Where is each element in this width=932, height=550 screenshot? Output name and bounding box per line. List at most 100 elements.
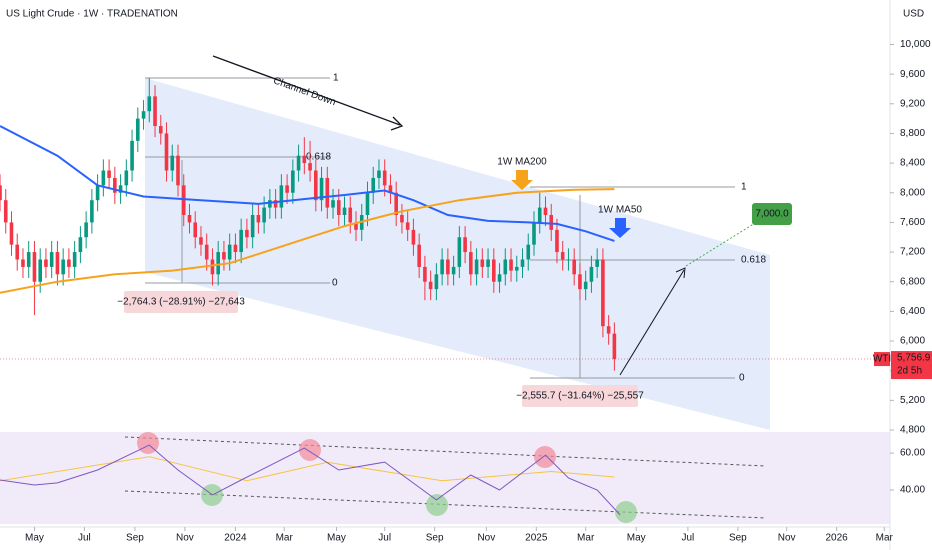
x-tick-label: 2024 xyxy=(224,533,247,544)
x-tick-label: May xyxy=(327,533,346,544)
candle-body xyxy=(526,244,531,260)
candle-body xyxy=(90,200,94,223)
x-tick-label: Jul xyxy=(681,533,694,544)
candle-body xyxy=(440,259,444,275)
y-tick-label: 9,200 xyxy=(900,98,925,109)
candle-body xyxy=(377,170,381,178)
candle-body xyxy=(21,259,25,267)
candle-body xyxy=(457,237,462,267)
candle-body xyxy=(268,200,272,208)
candle-body xyxy=(147,96,152,112)
candle-body xyxy=(38,259,42,282)
candle-body xyxy=(543,207,548,215)
candle-body xyxy=(141,111,146,119)
y-tick-label: 6,400 xyxy=(900,306,925,317)
candle-body xyxy=(170,155,175,171)
candle-body xyxy=(15,244,20,260)
candle-body xyxy=(158,126,163,134)
x-tick-label: Mar xyxy=(577,533,595,544)
measure-box xyxy=(522,385,638,407)
candle-body xyxy=(486,259,490,267)
measure-box xyxy=(124,291,238,313)
x-tick-label: Sep xyxy=(729,533,747,544)
candle-body xyxy=(26,252,31,267)
candle-body xyxy=(233,244,238,253)
moving-average xyxy=(0,188,615,294)
candle-body xyxy=(61,259,65,275)
candle-body xyxy=(181,185,186,215)
candle-body xyxy=(532,222,536,245)
fib-label: 0.618 xyxy=(741,255,766,266)
rsi-tick-label: 60.00 xyxy=(900,448,925,459)
candle-body xyxy=(302,155,307,164)
candle-body xyxy=(325,177,330,208)
candle-body xyxy=(262,207,266,223)
candle-body xyxy=(72,252,77,267)
candle-body xyxy=(589,266,594,282)
candle-body xyxy=(239,229,243,253)
x-tick-label: Nov xyxy=(778,533,796,544)
candle-body xyxy=(176,155,180,186)
candle-body xyxy=(153,96,157,127)
candle-body xyxy=(509,259,513,271)
price-box xyxy=(891,351,932,380)
candle-body xyxy=(428,281,433,290)
candle-body xyxy=(101,170,106,186)
x-tick-label: Nov xyxy=(477,533,495,544)
y-tick-label: 6,800 xyxy=(900,276,925,287)
candle-body xyxy=(537,207,542,223)
countdown-label: 2d 5h xyxy=(897,366,922,377)
candle-body xyxy=(0,185,2,201)
candle-body xyxy=(514,266,519,271)
candle-body xyxy=(560,252,565,260)
candle-body xyxy=(107,170,111,178)
candle-body xyxy=(348,207,353,223)
candle-body xyxy=(130,140,134,171)
y-tick-label: 9,600 xyxy=(900,69,925,80)
candle-body xyxy=(227,244,232,260)
target-label: 7,000.0 xyxy=(755,209,789,220)
y-tick-label: 6,000 xyxy=(900,336,925,347)
candle-body xyxy=(308,163,312,171)
candle-body xyxy=(451,266,456,275)
candle-body xyxy=(49,252,54,267)
measure-label: −2,764.3 (−28.91%) −27,643 xyxy=(117,297,245,308)
candle-body xyxy=(411,229,416,245)
candle-body xyxy=(595,259,599,267)
moving-average xyxy=(0,125,615,242)
candle-body xyxy=(187,215,192,223)
projection-arrow xyxy=(619,269,685,376)
x-tick-label: 2025 xyxy=(525,533,548,544)
y-tick-label: 8,000 xyxy=(900,187,925,198)
candle-body xyxy=(606,326,611,334)
candle-body xyxy=(331,200,335,208)
candle-body xyxy=(216,252,220,275)
candle-body xyxy=(285,185,289,193)
candle-body xyxy=(371,177,376,193)
candle-body xyxy=(446,259,450,275)
ma-arrow xyxy=(609,218,631,238)
candle-body xyxy=(193,222,198,238)
candle-body xyxy=(469,252,473,275)
candle-body xyxy=(124,170,129,186)
ma-arrow xyxy=(511,170,533,190)
candle-body xyxy=(601,259,605,327)
x-tick-label: Mar xyxy=(276,533,294,544)
x-tick-label: Nov xyxy=(176,533,194,544)
x-tick-label: May xyxy=(627,533,646,544)
candle-body xyxy=(222,252,226,260)
trend-arrow xyxy=(212,55,401,126)
x-tick-label: Sep xyxy=(126,533,144,544)
candle-body xyxy=(417,244,421,267)
candle-body xyxy=(296,155,301,171)
candle-body xyxy=(44,259,48,267)
target-box xyxy=(752,203,792,225)
price-label: 5,756.9 xyxy=(897,353,931,364)
candle-body xyxy=(382,170,387,186)
currency: USD xyxy=(903,9,924,20)
rsi-line xyxy=(0,444,621,516)
fib-label: 1 xyxy=(333,73,339,84)
candle-body xyxy=(354,222,358,230)
candle-body xyxy=(497,274,502,282)
candle-body xyxy=(555,229,559,253)
